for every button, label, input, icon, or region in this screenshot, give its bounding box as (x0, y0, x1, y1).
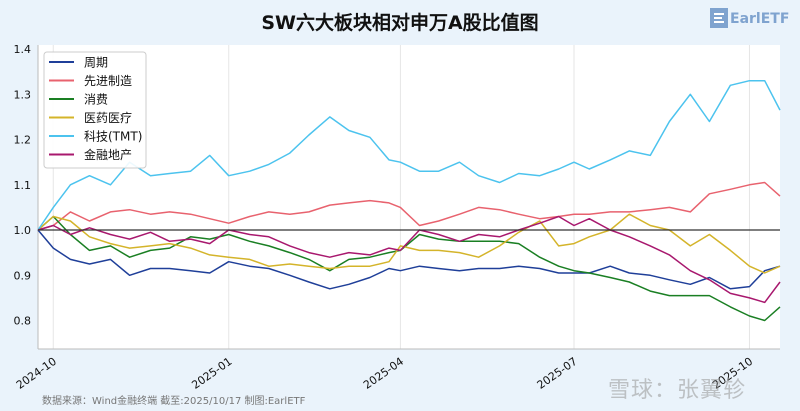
y-tick-label: 1.4 (14, 43, 32, 56)
watermark: 雪球：张翼轸 (608, 378, 747, 403)
legend-label: 周期 (84, 56, 108, 70)
logo-text: EarlETF (730, 11, 789, 27)
x-tick-label: 2024-10 (14, 355, 59, 392)
y-tick-label: 1.2 (14, 134, 32, 147)
legend-label: 科技(TMT) (84, 130, 142, 144)
y-tick-label: 0.9 (14, 269, 32, 282)
x-tick-label: 2025-01 (189, 355, 234, 392)
chart-title: SW六大板块相对申万A股比值图 (261, 12, 539, 34)
x-tick-label: 2025-07 (535, 355, 580, 392)
y-tick-label: 1.0 (14, 224, 32, 237)
earletf-logo: EarlETF (710, 8, 789, 28)
y-tick-label: 0.8 (14, 315, 32, 328)
legend-label: 消费 (84, 93, 108, 107)
y-tick-label: 1.1 (14, 179, 32, 192)
series-line-周期 (37, 229, 781, 290)
x-tick-label: 2025-04 (361, 355, 406, 392)
series-line-先进制造 (37, 181, 781, 231)
plot-area (38, 45, 780, 349)
legend-label: 医药医疗 (84, 111, 132, 125)
series-line-金融地产 (37, 215, 781, 304)
y-tick-label: 1.3 (14, 88, 32, 101)
series-line-医药医疗 (37, 213, 781, 274)
series-line-消费 (37, 215, 781, 322)
source-note: 数据来源：Wind金融终端 截至:2025/10/17 制图:EarlETF (42, 396, 306, 407)
legend-label: 金融地产 (84, 147, 132, 162)
legend-label: 先进制造 (84, 74, 132, 88)
series-line-科技(TMT) (37, 79, 781, 231)
